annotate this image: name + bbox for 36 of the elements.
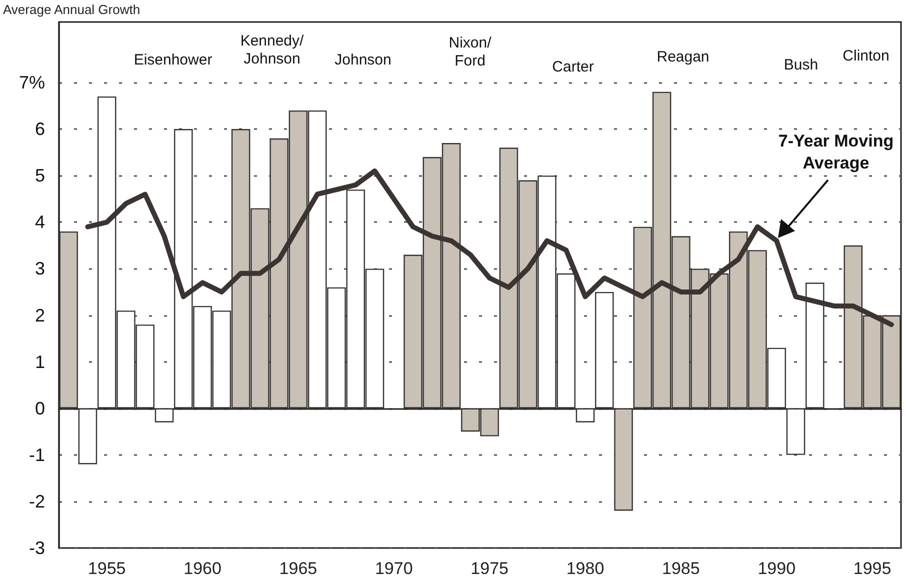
y-axis-title: Average Annual Growth	[3, 2, 140, 17]
annotation: Bush	[784, 56, 818, 74]
y-tick-label: 5	[34, 166, 45, 186]
annotation: Eisenhower	[134, 52, 212, 68]
bar	[59, 231, 78, 408]
x-tick-label: 1985	[662, 559, 700, 578]
bar	[78, 408, 98, 464]
bar	[614, 408, 633, 511]
annotation: Carter	[552, 58, 594, 76]
x-tick-label: 1955	[88, 559, 126, 578]
annotation: 7-Year Moving Average	[778, 132, 894, 172]
y-tick-label: -1	[28, 444, 45, 465]
x-tick-label: 1990	[758, 559, 796, 578]
y-tick-label: 2	[34, 305, 45, 326]
y-tick-label: -2	[28, 491, 45, 512]
bar	[154, 408, 174, 422]
annotation: Reagan	[656, 48, 710, 66]
annotation: Kennedy/ Johnson	[240, 32, 305, 68]
x-tick-label: 1980	[566, 559, 604, 578]
bar	[786, 408, 806, 455]
x-tick-label: 1965	[279, 559, 318, 578]
annotation: Clinton	[842, 48, 890, 64]
annotation: Johnson	[334, 52, 392, 68]
y-tick-label: 0	[34, 398, 45, 418]
y-tick-label: 1	[34, 352, 45, 372]
y-tick-label: 6	[34, 119, 45, 140]
x-tick-label: 1975	[470, 559, 508, 578]
y-tick-label: 3	[34, 258, 45, 279]
x-tick-label: 1970	[374, 559, 413, 578]
y-tick-label: 4	[34, 212, 45, 232]
x-tick-label: 1995	[853, 559, 892, 578]
x-tick-label: 1960	[184, 559, 222, 578]
annotation: Nixon/ Ford	[448, 34, 492, 70]
bar	[576, 408, 595, 422]
y-tick-label: -3	[28, 538, 45, 558]
y-tick-label: 7%	[18, 72, 45, 93]
